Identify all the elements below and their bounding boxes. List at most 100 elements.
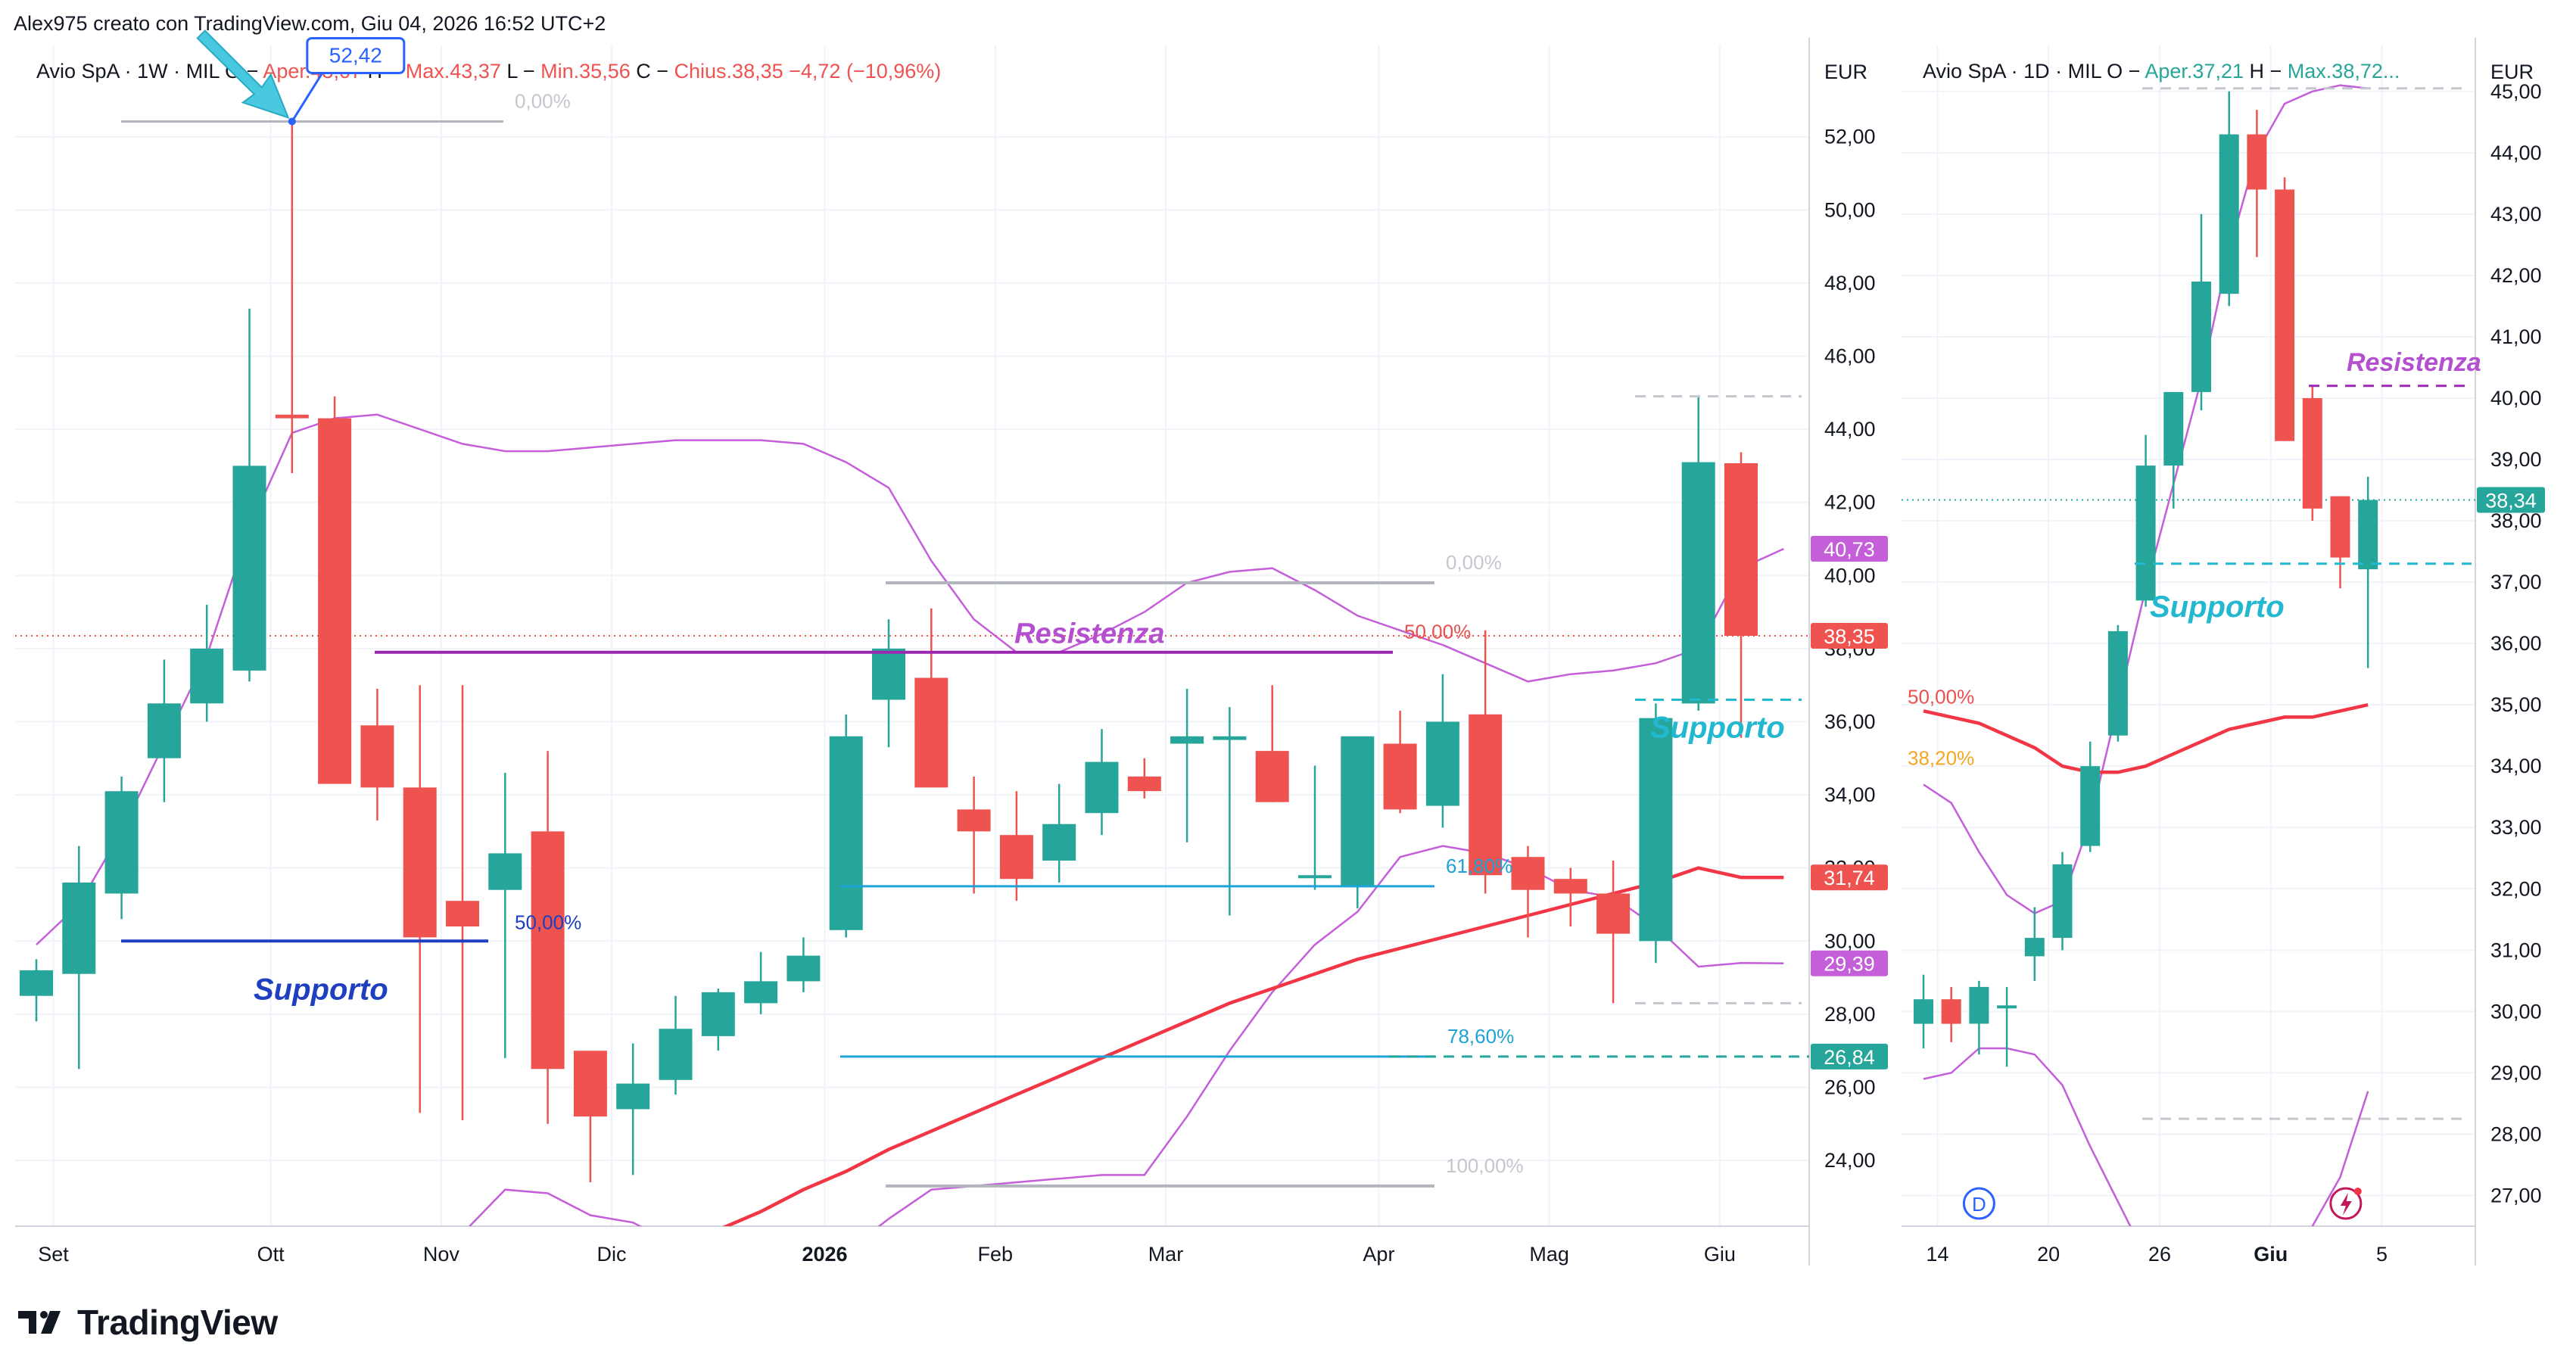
legend-symbol: Avio SpA · 1D · MIL [1923, 60, 2107, 83]
legend-low-label: L − [506, 60, 540, 83]
legend-low-value: Min.35,56 [540, 60, 636, 83]
candle-up [488, 853, 522, 890]
candle-down [1596, 893, 1631, 934]
candle-down [957, 809, 991, 832]
highlight-arrow-icon [196, 30, 290, 120]
y-tick-label: 24,00 [1824, 1149, 1876, 1172]
high-price-callout-text: 52,42 [329, 43, 382, 67]
y-tick-label: 40,00 [2490, 387, 2542, 409]
y-tick-label: 28,00 [1824, 1003, 1876, 1026]
x-tick-label: 5 [2376, 1243, 2388, 1266]
y-tick-label: 29,00 [2490, 1061, 2542, 1084]
dividend-marker-icon [1962, 1187, 1995, 1220]
y-tick-label: 41,00 [2490, 325, 2542, 348]
candle-up [2163, 391, 2184, 466]
legend-high-label: H − [2250, 60, 2288, 83]
candle-down [914, 677, 948, 788]
x-tick-label: Dic [597, 1243, 627, 1266]
candle-down [275, 414, 309, 419]
candle-up [1997, 1005, 2017, 1009]
fib-top-label: 0,00% [515, 89, 571, 112]
tradingview-wordmark: TradingView [77, 1303, 278, 1342]
candle-up [2024, 938, 2045, 957]
candle-up [1969, 986, 1989, 1024]
x-tick-label: Apr [1363, 1243, 1394, 1266]
candle-up [2135, 465, 2156, 601]
y-tick-label: 45,00 [2490, 80, 2542, 103]
price-axis-tag-text: 40,73 [1824, 538, 1875, 561]
chart-canvas[interactable]: 24,00 26,00 28,00 30,00 32,00 34,00 36,00 38,00… [0, 0, 2576, 1287]
candle-up [1639, 718, 1673, 942]
chart-legend: Avio SpA · 1D · MIL O − Aper.37,21 H − M… [1923, 60, 2400, 83]
price-axis-tag [2477, 487, 2545, 513]
price-axis-tag [1811, 1043, 1888, 1070]
price-axis-tag [1811, 864, 1888, 891]
y-tick-label: 28,00 [2490, 1122, 2542, 1145]
fib-level-label: 50,00% [1908, 685, 1974, 708]
candle-down [2275, 189, 2295, 441]
y-tick-label: 38,00 [2490, 509, 2542, 532]
y-tick-label: 27,00 [2490, 1184, 2542, 1207]
y-tick-label: 44,00 [1824, 418, 1876, 441]
candle-up [1042, 824, 1076, 861]
moving-average-line [1923, 703, 2369, 774]
y-tick-label: 39,00 [2490, 448, 2542, 471]
support-label-cyan: Supporto [1650, 711, 1785, 745]
candle-up [2052, 864, 2073, 939]
legend-high-value: Max.38,72... [2288, 60, 2400, 83]
candle-up [659, 1029, 693, 1080]
candle-down [2302, 398, 2322, 509]
candle-down [360, 725, 394, 788]
candle-down [1255, 751, 1289, 802]
candle-up [190, 648, 224, 704]
y-tick-label: 36,00 [2490, 632, 2542, 655]
candle-up [701, 992, 735, 1036]
legend-symbol: Avio SpA · 1W · MIL [36, 60, 225, 83]
legend-high-value: Max.43,37 [406, 60, 507, 83]
x-tick-label: Giu [1704, 1243, 1736, 1266]
fib-level-label: 61,80% [1446, 855, 1512, 877]
price-axis-tag [1811, 950, 1888, 976]
x-tick-label: 26 [2148, 1243, 2171, 1266]
x-tick-label: Nov [423, 1243, 460, 1266]
candle-up [2080, 766, 2101, 846]
candle-up [2358, 500, 2378, 570]
fib-level-label: 50,00% [1404, 621, 1471, 643]
bollinger-lower-line [468, 845, 1784, 1226]
high-price-callout-dot [288, 117, 296, 126]
daily-chart-pane: 27,00 28,00 29,00 30,00 31,00 32,00 33,00 34,00… [1902, 38, 2545, 1266]
x-tick-label: 14 [1926, 1243, 1948, 1266]
price-axis-tag-text: 38,35 [1824, 625, 1875, 648]
support-label-cyan: Supporto [2150, 590, 2285, 624]
chart-legend: Avio SpA · 1W · MIL O − Aper.43,07 H − M… [36, 60, 941, 83]
y-tick-label: 30,00 [2490, 1000, 2542, 1023]
dividend-marker-text: D [1972, 1193, 1986, 1216]
candle-up [147, 703, 181, 758]
candle-down [573, 1051, 607, 1117]
fib-level-label: 78,60% [1447, 1025, 1514, 1048]
x-tick-label: 2026 [802, 1243, 848, 1266]
y-tick-label: 42,00 [1824, 491, 1876, 514]
candle-up [1914, 999, 1933, 1024]
chart-header-credit: Alex975 creato con TradingView.com, Giu … [14, 12, 606, 35]
support-label-blue: Supporto [254, 973, 388, 1006]
tradingview-logo-icon [18, 1311, 61, 1334]
candle-up [744, 981, 778, 1004]
legend-open-value: Aper.37,21 [2145, 60, 2249, 83]
candle-down [1383, 743, 1417, 810]
candle-down [1469, 714, 1503, 876]
legend-open-label: O − [2107, 60, 2145, 83]
legend-close-value: Chius.38,35 [674, 60, 790, 83]
candle-up [2107, 631, 2128, 736]
legend-change-value: −4,72 (−10,96%) [789, 60, 941, 83]
x-tick-label: Mar [1148, 1243, 1184, 1266]
x-tick-label: 20 [2037, 1243, 2060, 1266]
candle-up [1425, 721, 1459, 806]
lightning-notification-dot [2353, 1188, 2362, 1195]
currency-label: EUR [1824, 61, 1867, 83]
x-tick-label: Set [38, 1243, 69, 1266]
y-tick-label: 32,00 [2490, 877, 2542, 900]
price-axis-tag-text: 29,39 [1824, 953, 1875, 976]
candle-down [2247, 134, 2267, 190]
